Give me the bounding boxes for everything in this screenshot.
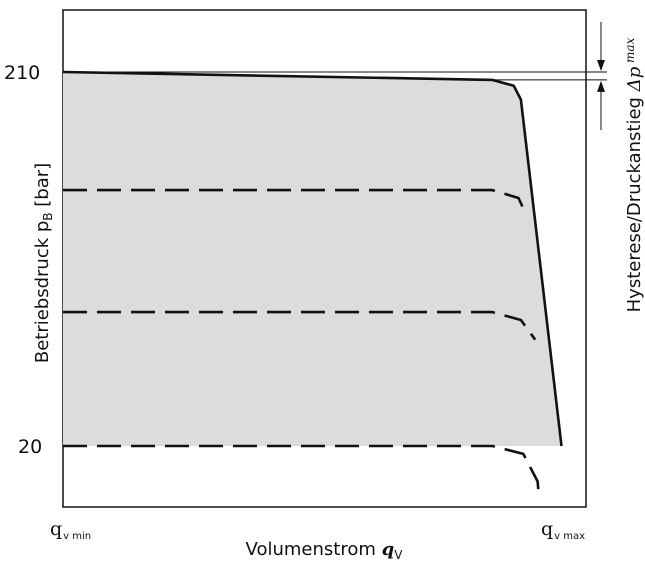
y-axis-label: Betriebsdruck pB [bar] bbox=[32, 163, 55, 363]
hysteresis-annotation: Hysterese/Druckanstieg Δp max bbox=[623, 37, 645, 312]
x-tick-max-main: q bbox=[541, 518, 553, 540]
y-axis-label-sub: B bbox=[41, 212, 55, 220]
hysteresis-annotation-text: Hysterese/Druckanstieg bbox=[624, 91, 645, 312]
x-axis-label-symbol: q bbox=[382, 539, 395, 560]
x-tick-min-main: q bbox=[50, 518, 62, 540]
x-axis-label-text: Volumenstrom bbox=[246, 539, 382, 560]
x-tick-label-min: qv min bbox=[50, 518, 91, 542]
dashed-pressure-line-3 bbox=[63, 444, 541, 498]
hysteresis-indicator bbox=[63, 22, 607, 130]
x-axis-label: Volumenstrom qV bbox=[246, 539, 404, 561]
dashed-pressure-line-2 bbox=[63, 310, 537, 341]
dashed-pressure-line-1 bbox=[63, 188, 527, 215]
y-tick-label-1: 20 bbox=[18, 436, 42, 458]
hysteresis-annotation-sub: max bbox=[623, 37, 637, 66]
operating-area bbox=[63, 72, 562, 446]
x-tick-max-sub: v max bbox=[554, 531, 585, 542]
max-pressure-line bbox=[62, 70, 563, 447]
y-axis-label-unit: [bar] bbox=[32, 163, 53, 213]
series-layer bbox=[62, 70, 563, 498]
x-axis-label-symbol-sub: V bbox=[394, 548, 403, 561]
y-axis-label-text: Betriebsdruck p bbox=[32, 221, 53, 363]
hysteresis-arrowhead-up bbox=[597, 80, 605, 92]
operating-area-fill bbox=[63, 72, 562, 446]
y-tick-label-0: 210 bbox=[4, 62, 40, 84]
hysteresis-annotation-symbol: Δp bbox=[624, 66, 645, 92]
hysteresis-arrowhead-down bbox=[597, 60, 605, 71]
x-tick-min-sub: v min bbox=[63, 531, 91, 542]
x-tick-label-max: qv max bbox=[541, 518, 585, 542]
